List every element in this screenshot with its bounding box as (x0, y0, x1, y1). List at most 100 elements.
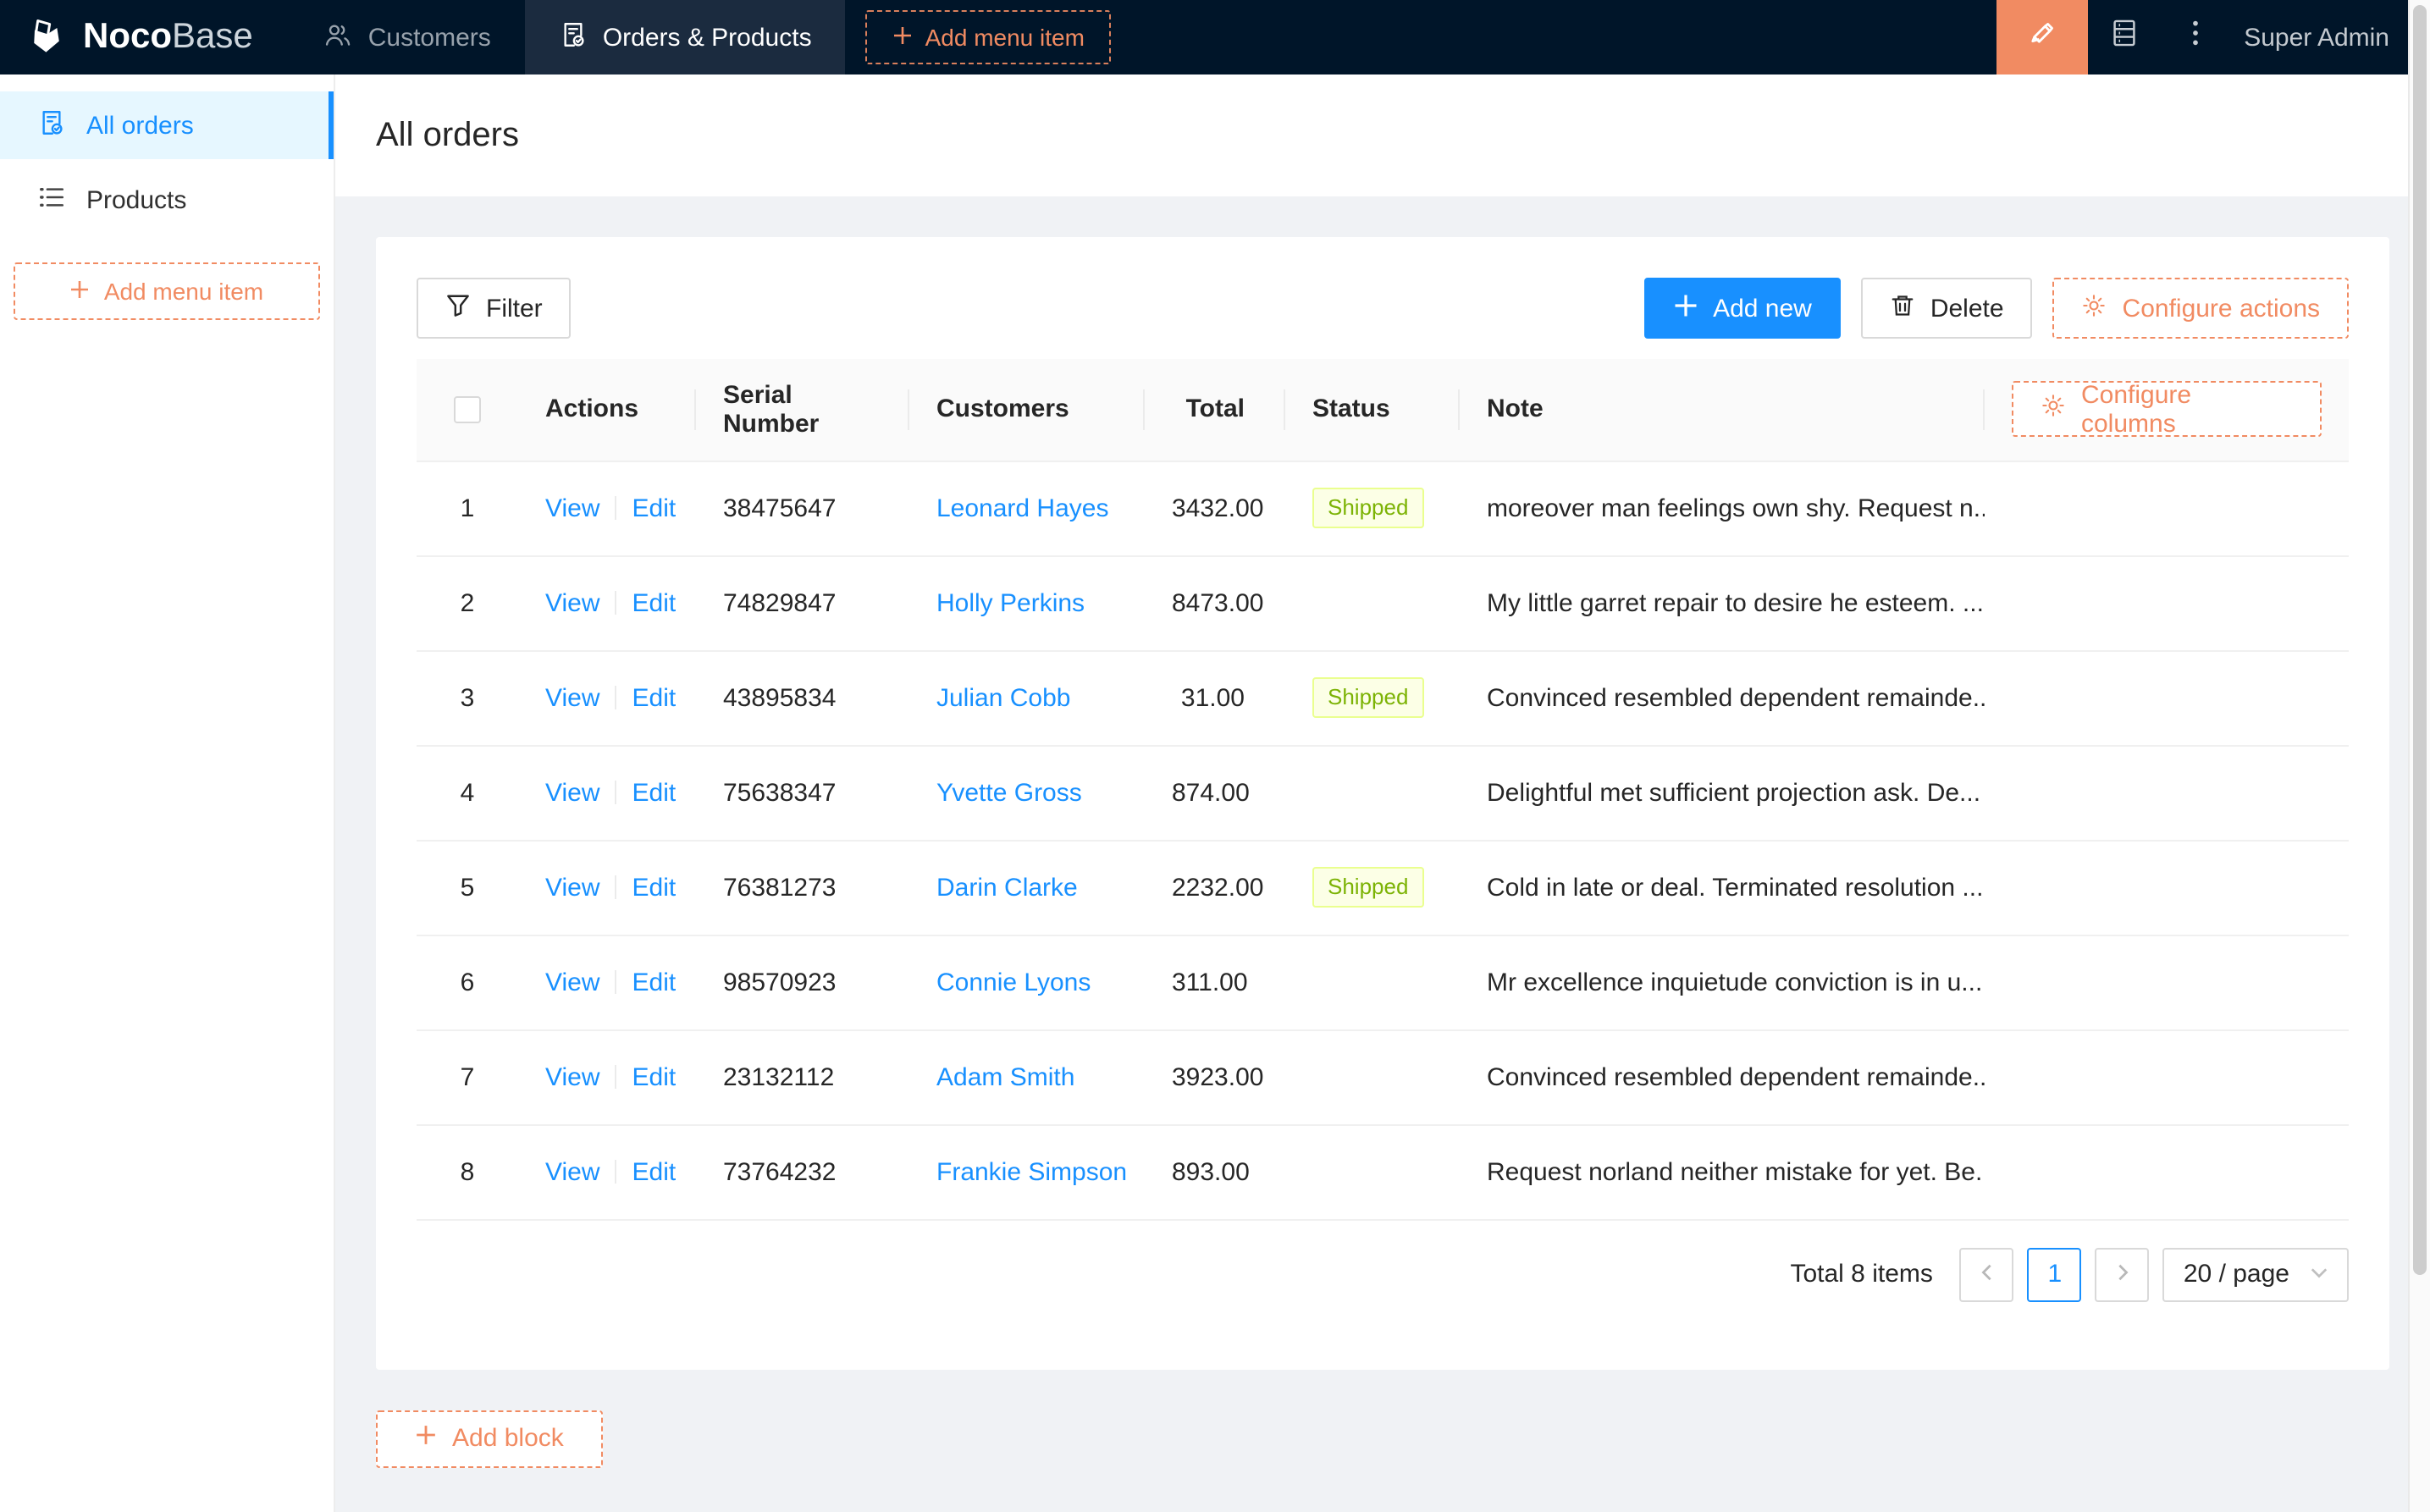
row-index: 5 (417, 840, 518, 935)
view-link[interactable]: View (545, 588, 600, 617)
divider (615, 1159, 617, 1183)
add-new-button[interactable]: Add new (1643, 278, 1841, 339)
view-link[interactable]: View (545, 778, 600, 807)
user-menu[interactable]: Super Admin (2244, 23, 2389, 52)
sidebar-item-label: Products (86, 185, 187, 214)
customer-link[interactable]: Leonard Hayes (936, 494, 1109, 522)
configure-columns-header: Configure columns (1985, 359, 2349, 461)
note-cell: Convinced resembled dependent remainde..… (1460, 650, 1985, 746)
status-badge: Shipped (1312, 677, 1424, 718)
empty-cell (1985, 1029, 2349, 1125)
view-link[interactable]: View (545, 683, 600, 712)
configure-actions-button[interactable]: Configure actions (2052, 278, 2349, 339)
view-link[interactable]: View (545, 1157, 600, 1186)
edit-link[interactable]: Edit (632, 494, 677, 522)
ui-editor-button[interactable] (1996, 0, 2089, 74)
scrollbar-thumb[interactable] (2413, 5, 2427, 1276)
customer-cell: Connie Lyons (909, 935, 1145, 1030)
row-actions-cell: View Edit (518, 461, 696, 556)
view-link[interactable]: View (545, 1062, 600, 1091)
column-header-actions: Actions (518, 359, 696, 461)
page-size-select[interactable]: 20 / page (2162, 1247, 2349, 1301)
note-cell: moreover man feelings own shy. Request n… (1460, 461, 1985, 556)
customer-link[interactable]: Darin Clarke (936, 873, 1078, 902)
serial-number-cell: 38475647 (696, 461, 909, 556)
table-row: 6 View Edit 98570923 Connie Lyons 311.00 … (417, 935, 2349, 1030)
nocobase-cube-icon (24, 15, 68, 59)
edit-link[interactable]: Edit (632, 588, 677, 617)
status-cell (1285, 1124, 1460, 1220)
add-block-button[interactable]: Add block (376, 1410, 603, 1467)
highlighter-icon (2025, 16, 2059, 58)
sidebar-item-all-orders[interactable]: All orders (0, 91, 334, 159)
table-header-row: Actions Serial Number Customers Total St… (417, 359, 2349, 461)
configure-columns-button[interactable]: Configure columns (2012, 381, 2322, 439)
row-index: 6 (417, 935, 518, 1030)
add-menu-item-button-topbar[interactable]: Add menu item (865, 10, 1112, 64)
list-icon (37, 182, 66, 218)
row-actions-cell: View Edit (518, 1124, 696, 1220)
total-cell: 3432.00 (1145, 461, 1285, 556)
empty-cell (1985, 461, 2349, 556)
serial-number-cell: 75638347 (696, 745, 909, 841)
delete-button[interactable]: Delete (1860, 278, 2033, 339)
edit-link[interactable]: Edit (632, 778, 677, 807)
row-actions-cell: View Edit (518, 650, 696, 746)
plus-icon (893, 24, 914, 51)
empty-cell (1985, 650, 2349, 746)
page-number-button[interactable]: 1 (2027, 1247, 2082, 1301)
row-actions-cell: View Edit (518, 935, 696, 1030)
pagination: Total 8 items 1 20 / page (417, 1247, 2349, 1301)
nav-item-orders-products[interactable]: Orders & Products (524, 0, 846, 74)
customer-link[interactable]: Holly Perkins (936, 588, 1085, 617)
add-menu-item-button-sidebar[interactable]: Add menu item (14, 262, 320, 320)
customer-link[interactable]: Connie Lyons (936, 968, 1091, 996)
serial-number-cell: 76381273 (696, 840, 909, 935)
status-badge: Shipped (1312, 867, 1424, 908)
select-all-checkbox[interactable] (454, 396, 481, 424)
empty-cell (1985, 935, 2349, 1030)
total-cell: 893.00 (1145, 1124, 1285, 1220)
note-cell: Delightful met sufficient projection ask… (1460, 745, 1985, 841)
nocobase-logo[interactable]: NocoBase (0, 15, 290, 59)
next-page-button[interactable] (2095, 1247, 2150, 1301)
filter-icon (445, 292, 471, 324)
scrollbar[interactable] (2408, 0, 2430, 1512)
edit-link[interactable]: Edit (632, 968, 677, 996)
view-link[interactable]: View (545, 873, 600, 902)
edit-link[interactable]: Edit (632, 873, 677, 902)
edit-link[interactable]: Edit (632, 1157, 677, 1186)
edit-link[interactable]: Edit (632, 1062, 677, 1091)
edit-link[interactable]: Edit (632, 683, 677, 712)
empty-cell (1985, 840, 2349, 935)
customer-link[interactable]: Frankie Simpson (936, 1157, 1128, 1186)
customer-cell: Yvette Gross (909, 745, 1145, 841)
customer-link[interactable]: Yvette Gross (936, 778, 1082, 807)
database-icon (2107, 17, 2140, 58)
plus-icon (415, 1424, 437, 1453)
sidebar: All orders Products Add menu item (0, 74, 335, 1512)
customer-cell: Frankie Simpson (909, 1124, 1145, 1220)
prev-page-button[interactable] (1959, 1247, 2014, 1301)
status-cell (1285, 555, 1460, 651)
collections-button[interactable] (2088, 0, 2159, 74)
row-index: 1 (417, 461, 518, 556)
view-link[interactable]: View (545, 494, 600, 522)
table-row: 1 View Edit 38475647 Leonard Hayes 3432.0… (417, 461, 2349, 556)
row-actions-cell: View Edit (518, 745, 696, 841)
row-index: 8 (417, 1124, 518, 1220)
filter-button[interactable]: Filter (417, 278, 572, 339)
page-header: All orders (335, 74, 2430, 196)
table-row: 5 View Edit 76381273 Darin Clarke 2232.00… (417, 840, 2349, 935)
view-link[interactable]: View (545, 968, 600, 996)
note-cell: Cold in late or deal. Terminated resolut… (1460, 840, 1985, 935)
customer-link[interactable]: Adam Smith (936, 1062, 1075, 1091)
total-cell: 8473.00 (1145, 555, 1285, 651)
more-menu-button[interactable] (2159, 0, 2230, 74)
sidebar-item-products[interactable]: Products (0, 166, 334, 234)
status-cell: Shipped (1285, 461, 1460, 556)
customer-link[interactable]: Julian Cobb (936, 683, 1071, 712)
row-index: 4 (417, 745, 518, 841)
row-index: 3 (417, 650, 518, 746)
nav-item-customers[interactable]: Customers (290, 0, 525, 74)
